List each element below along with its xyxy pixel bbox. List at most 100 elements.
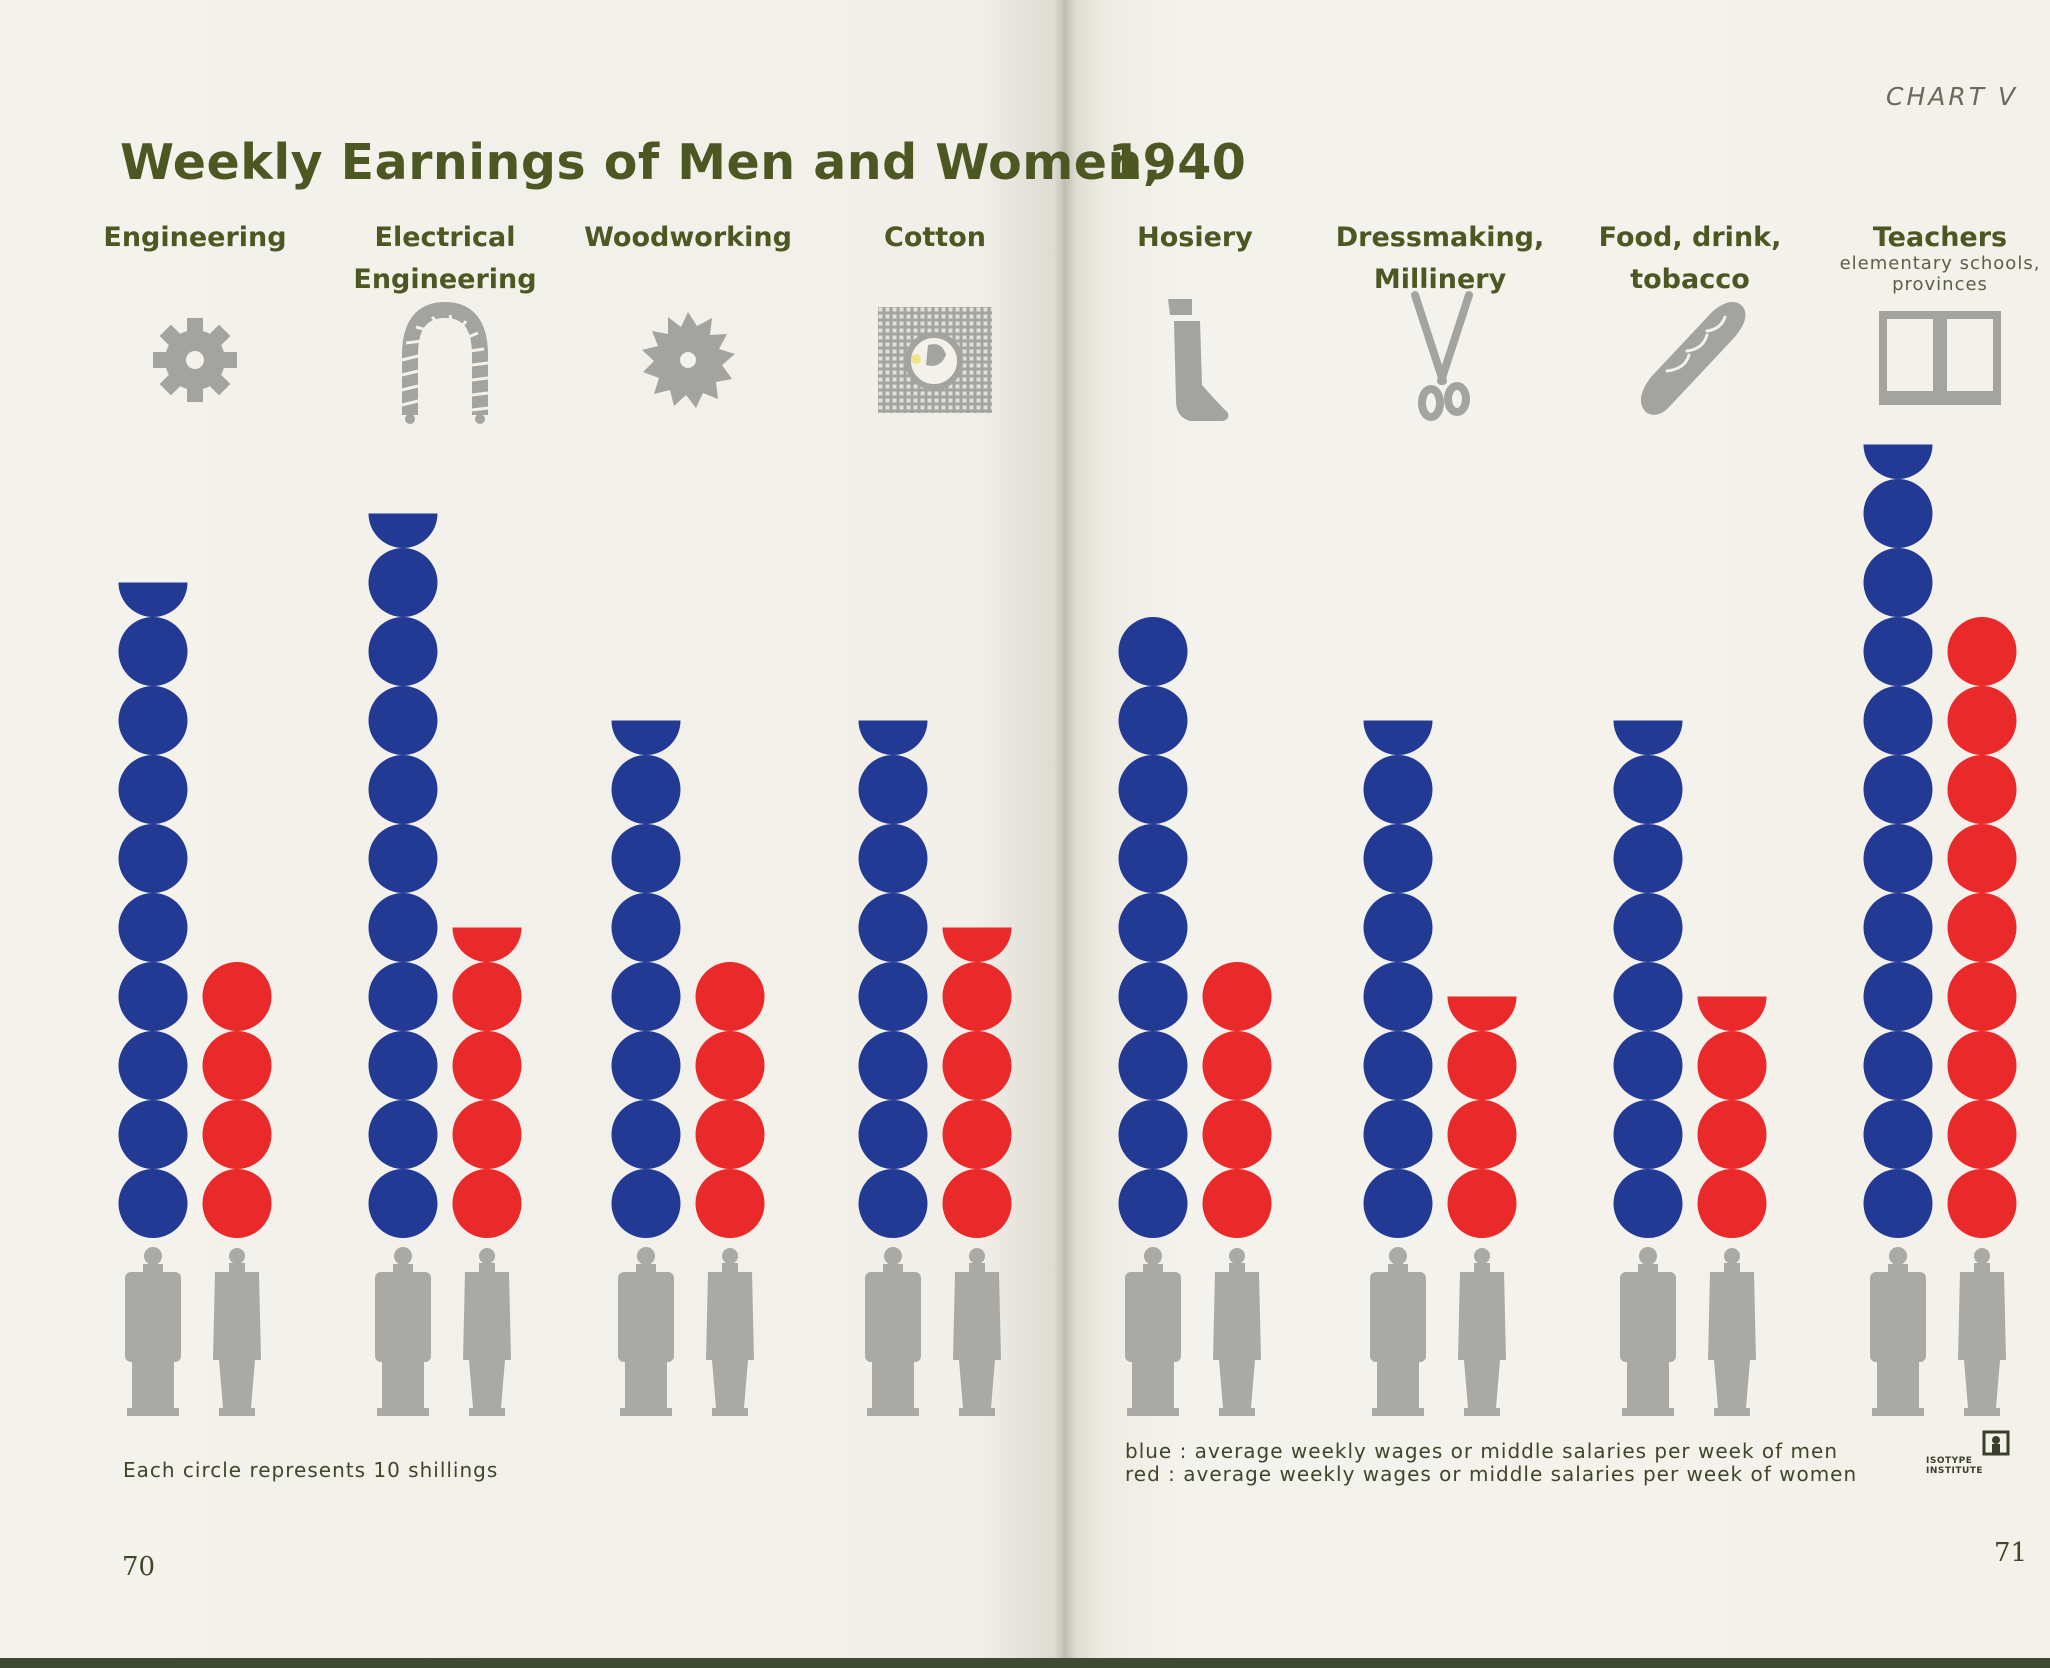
half-circle xyxy=(942,927,1012,962)
circle-scale-note: Each circle represents 10 shillings xyxy=(123,1458,499,1482)
value-circle xyxy=(1202,1169,1272,1238)
category-subtitle: elementary schools, provinces xyxy=(1839,253,2041,295)
value-circle xyxy=(611,824,681,893)
value-circle xyxy=(118,893,188,962)
value-circle xyxy=(118,617,188,686)
value-circle xyxy=(942,1031,1012,1100)
value-circle xyxy=(1363,755,1433,824)
value-circle xyxy=(368,617,438,686)
value-circle xyxy=(118,686,188,755)
value-circle xyxy=(1863,962,1933,1031)
value-circle xyxy=(1947,893,2017,962)
half-circle xyxy=(1363,720,1433,755)
value-circle xyxy=(858,962,928,1031)
bar-men xyxy=(1863,444,1933,1238)
woman-figure xyxy=(1958,1248,2006,1416)
value-circle xyxy=(942,1169,1012,1238)
value-circle xyxy=(858,755,928,824)
bar-men xyxy=(118,582,188,1238)
value-circle xyxy=(368,1031,438,1100)
value-circle xyxy=(118,962,188,1031)
value-circle xyxy=(611,1100,681,1169)
value-circle xyxy=(452,1031,522,1100)
value-circle xyxy=(1863,893,1933,962)
value-circle xyxy=(1947,1100,2017,1169)
value-circle xyxy=(611,893,681,962)
gear-icon xyxy=(130,285,260,435)
value-circle xyxy=(858,1169,928,1238)
value-circle xyxy=(1947,686,2017,755)
value-circle xyxy=(1118,755,1188,824)
bar-men xyxy=(368,513,438,1238)
value-circle xyxy=(1363,1169,1433,1238)
publisher-figure-icon xyxy=(1982,1430,2010,1456)
bar-women xyxy=(202,962,272,1238)
value-circle xyxy=(1118,824,1188,893)
half-circle xyxy=(368,513,438,548)
value-circle xyxy=(368,824,438,893)
value-circle xyxy=(695,1100,765,1169)
bar-men xyxy=(858,720,928,1238)
value-circle xyxy=(1697,1031,1767,1100)
value-circle xyxy=(1697,1100,1767,1169)
bread-icon xyxy=(1625,285,1755,435)
value-circle xyxy=(452,962,522,1031)
value-circle xyxy=(695,1031,765,1100)
open-book-icon xyxy=(1875,285,2005,435)
chart-title-left: Weekly Earnings of Men and Women, xyxy=(120,134,1163,191)
man-figure xyxy=(618,1247,674,1416)
value-circle xyxy=(1947,755,2017,824)
value-circle xyxy=(942,962,1012,1031)
category-label: Engineering xyxy=(80,217,310,259)
value-circle xyxy=(1863,1100,1933,1169)
value-circle xyxy=(1613,893,1683,962)
value-circle xyxy=(1947,1169,2017,1238)
bar-women xyxy=(1697,996,1767,1238)
man-figure xyxy=(125,1247,181,1416)
value-circle xyxy=(611,1031,681,1100)
category-label: Teachers elementary schools, provinces xyxy=(1825,217,2050,295)
bar-women xyxy=(1447,996,1517,1238)
legend-blue: blue : average weekly wages or middle sa… xyxy=(1125,1439,1839,1463)
value-circle xyxy=(1447,1100,1517,1169)
value-circle xyxy=(368,686,438,755)
value-circle xyxy=(1613,962,1683,1031)
value-circle xyxy=(1447,1169,1517,1238)
value-circle xyxy=(1202,1100,1272,1169)
woman-figure xyxy=(1708,1248,1756,1416)
value-circle xyxy=(1118,617,1188,686)
value-circle xyxy=(202,1169,272,1238)
value-circle xyxy=(1363,962,1433,1031)
value-circle xyxy=(611,1169,681,1238)
value-circle xyxy=(1697,1169,1767,1238)
category-name: Cotton xyxy=(884,222,986,253)
value-circle xyxy=(1118,1100,1188,1169)
man-figure xyxy=(1370,1247,1426,1416)
category-label: Dressmaking, Millinery xyxy=(1325,217,1555,301)
value-circle xyxy=(1863,548,1933,617)
value-circle xyxy=(1363,893,1433,962)
value-circle xyxy=(858,824,928,893)
bar-men xyxy=(1363,720,1433,1238)
man-figure xyxy=(1620,1247,1676,1416)
value-circle xyxy=(1863,755,1933,824)
category-label: Hosiery xyxy=(1080,217,1310,259)
value-circle xyxy=(858,893,928,962)
value-circle xyxy=(118,1031,188,1100)
category-name: Hosiery xyxy=(1137,222,1253,253)
value-circle xyxy=(1863,1031,1933,1100)
value-circle xyxy=(1118,893,1188,962)
value-circle xyxy=(1202,1031,1272,1100)
value-circle xyxy=(452,1169,522,1238)
value-circle xyxy=(1118,686,1188,755)
value-circle xyxy=(1118,1031,1188,1100)
book-gutter xyxy=(1054,0,1076,1668)
half-circle xyxy=(452,927,522,962)
value-circle xyxy=(368,1169,438,1238)
value-circle xyxy=(1363,824,1433,893)
woman-figure xyxy=(706,1248,754,1416)
legend-red: red : average weekly wages or middle sal… xyxy=(1125,1462,1858,1486)
wire-coil-icon xyxy=(380,285,510,435)
woman-figure xyxy=(463,1248,511,1416)
category-label: Electrical Engineering xyxy=(330,217,560,301)
